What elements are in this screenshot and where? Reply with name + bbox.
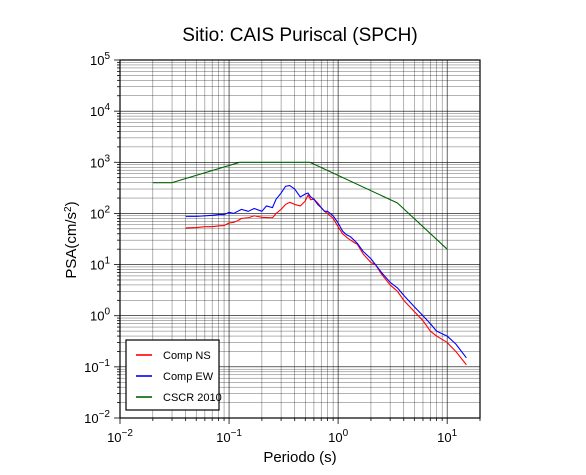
legend: Comp NS Comp EW CSCR 2010 [125, 339, 222, 411]
y-tick-label: 102 [90, 204, 110, 221]
legend-box [125, 339, 220, 411]
x-tick-label: 10−2 [107, 428, 133, 445]
legend-label: CSCR 2010 [163, 392, 222, 404]
y-axis-label-superscript: 2 [63, 206, 74, 212]
axis-ticks: 10−2 10−1 100 101 10−2 10−1 100 101 102 103 104 105 [84, 51, 481, 445]
y-tick-label: 105 [90, 51, 110, 68]
legend-label: Comp EW [163, 371, 214, 383]
x-tick-label: 10−1 [216, 428, 242, 445]
x-tick-label: 100 [328, 428, 348, 445]
y-axis-label-close: ) [63, 201, 80, 206]
y-tick-label: 101 [90, 256, 110, 273]
y-tick-label: 103 [90, 153, 110, 170]
series-layer [152, 161, 467, 366]
y-tick-label: 104 [90, 102, 110, 119]
y-tick-label: 10−2 [84, 409, 110, 426]
y-tick-label: 100 [90, 307, 110, 324]
x-tick-label: 101 [437, 428, 457, 445]
series-line [185, 185, 467, 359]
chart-title: Sitio: CAIS Puriscal (SPCH) [182, 25, 417, 46]
legend-label: Comp NS [163, 350, 211, 362]
y-tick-label: 10−1 [84, 358, 110, 375]
x-axis-label: Periodo (s) [263, 449, 336, 466]
y-axis-label: PSA(cm/s2) [63, 201, 80, 278]
series-line [152, 161, 448, 250]
plot-frame [119, 59, 481, 419]
y-axis-label-main: PSA(cm/s [63, 212, 80, 279]
